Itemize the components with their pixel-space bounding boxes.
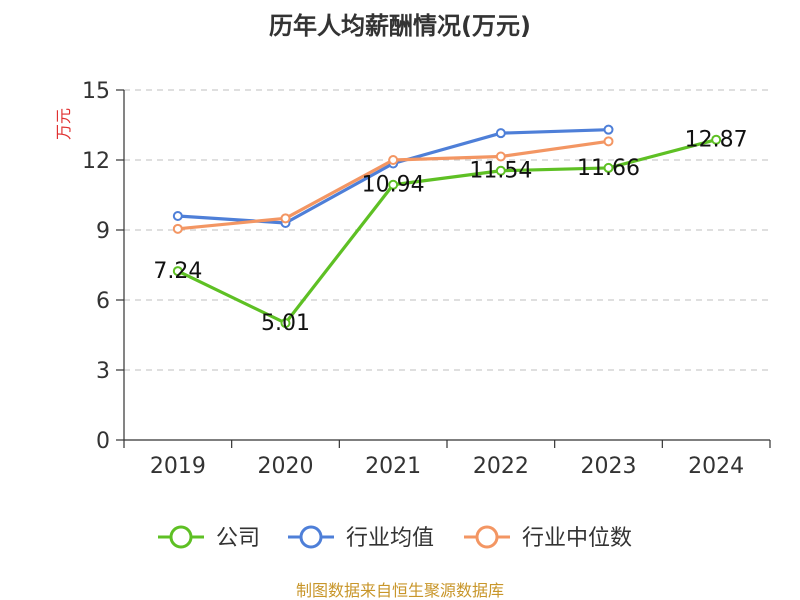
y-tick-label: 9 xyxy=(96,219,110,244)
data-label: 7.24 xyxy=(153,259,202,284)
y-tick-label: 6 xyxy=(96,289,110,314)
data-point[interactable] xyxy=(495,165,506,176)
x-tick-label: 2021 xyxy=(365,454,421,479)
x-tick-label: 2023 xyxy=(581,454,637,479)
data-label: 11.54 xyxy=(469,159,532,184)
x-tick-label: 2020 xyxy=(258,454,314,479)
x-tick-label: 2024 xyxy=(688,454,744,479)
data-label: 11.66 xyxy=(577,156,640,181)
data-point[interactable] xyxy=(495,151,506,162)
y-axis-label: 万元 xyxy=(54,108,73,140)
legend-label: 行业均值 xyxy=(346,526,434,551)
y-tick-label: 12 xyxy=(82,149,110,174)
data-point[interactable] xyxy=(495,128,506,139)
axes: 0 3 6 9 12 15 2019 2020 2021 2022 2023 2024 xyxy=(82,79,771,479)
source-footer: 制图数据来自恒生聚源数据库 xyxy=(296,581,504,600)
y-tick-label: 3 xyxy=(96,359,110,384)
y-tick-label: 0 xyxy=(96,429,110,454)
data-label: 5.01 xyxy=(261,311,310,336)
chart-title: 历年人均薪酬情况(万元) xyxy=(269,12,531,40)
y-tick-label: 15 xyxy=(82,79,110,104)
legend-marker-icon xyxy=(475,525,499,549)
legend-item-2[interactable]: 行业中位数 xyxy=(464,525,632,551)
data-point[interactable] xyxy=(280,213,291,224)
legend[interactable]: 公司 行业均值 行业中位数 xyxy=(158,525,632,551)
legend-label: 公司 xyxy=(216,526,260,551)
data-point[interactable] xyxy=(388,155,399,165)
data-point[interactable] xyxy=(172,223,183,234)
x-tick-label: 2022 xyxy=(473,454,529,479)
data-point[interactable] xyxy=(388,179,399,190)
data-point[interactable] xyxy=(172,211,183,221)
data-point[interactable] xyxy=(280,318,291,329)
legend-marker-icon xyxy=(169,525,193,549)
legend-item-0[interactable]: 公司 xyxy=(158,525,260,551)
legend-marker-icon xyxy=(299,525,323,549)
data-labels: 7.24 5.01 10.94 11.54 11.66 12.87 xyxy=(153,128,747,336)
data-point[interactable] xyxy=(172,266,183,277)
data-point[interactable] xyxy=(603,136,614,147)
data-point[interactable] xyxy=(711,134,722,145)
grid-lines xyxy=(124,89,770,371)
series-group xyxy=(172,124,722,329)
data-point[interactable] xyxy=(603,162,614,173)
legend-item-1[interactable]: 行业均值 xyxy=(288,525,434,551)
data-point[interactable] xyxy=(603,124,614,135)
x-tick-label: 2019 xyxy=(150,454,206,479)
data-label: 12.87 xyxy=(685,128,748,153)
data-label: 10.94 xyxy=(362,173,425,198)
legend-label: 行业中位数 xyxy=(522,526,632,551)
series-line-0 xyxy=(176,138,718,325)
